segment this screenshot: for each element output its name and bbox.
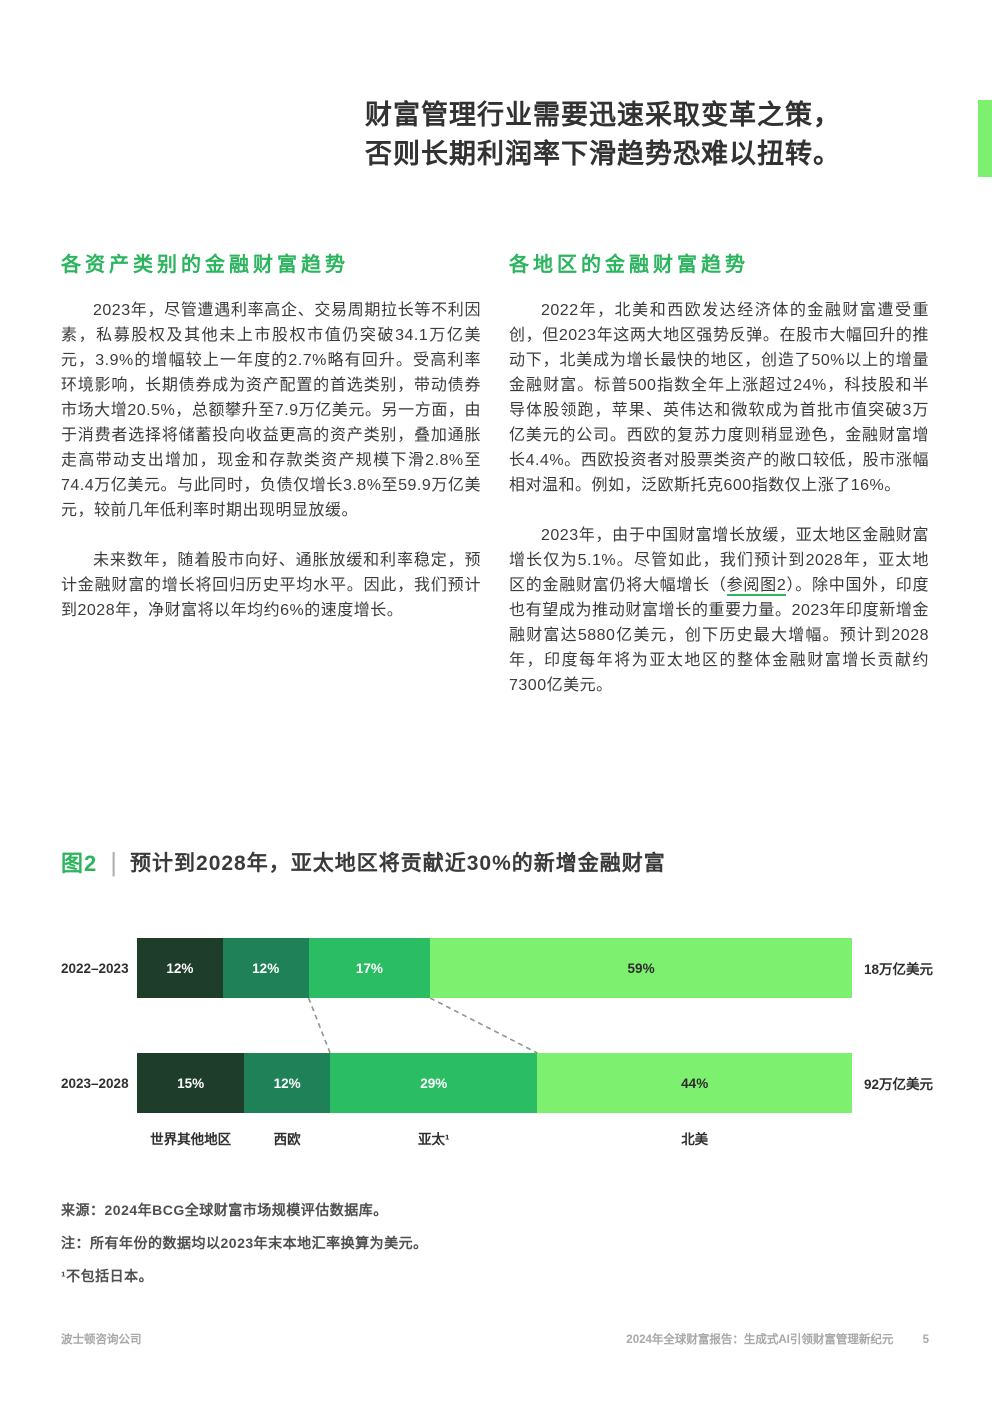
headline-line1: 财富管理行业需要迅速采取变革之策， — [365, 100, 841, 130]
connector-gap — [137, 997, 961, 1054]
source-note: 来源：2024年BCG全球财富市场规模评估数据库。 — [61, 1202, 388, 1218]
category-label: 北美 — [681, 1132, 709, 1147]
connector-lines — [307, 997, 538, 1054]
category-labels: 世界其他地区 西欧 亚太¹ 北美 — [61, 1128, 961, 1148]
footer-company: 波士顿咨询公司 — [61, 1334, 142, 1346]
bar-segment: 17% — [308, 938, 431, 998]
bar-total-label: 92万亿美元 — [864, 1077, 934, 1092]
paragraph-regions-1: 2022年，北美和西欧发达经济体的金融财富遭受重创，但2023年这两大地区强势反… — [509, 302, 929, 494]
paragraph-regions-2: 2023年，由于中国财富增长放缓，亚太地区金融财富增长仅为5.1%。尽管如此，我… — [509, 523, 929, 698]
chart-row-label: 2023–2028 — [61, 1075, 129, 1091]
stacked-bar: 15% 12% 29% 44% — [137, 1053, 852, 1113]
bar-segment: 12% — [137, 938, 223, 998]
chart-row-2023-2028: 2023–2028 15% 12% 29% 44% 92万亿美元 — [61, 1053, 961, 1113]
body-columns: 各资产类别的金融财富趋势 2023年，尽管遭遇利率高企、交易周期拉长等不利因素，… — [61, 248, 929, 723]
figure2-chart: 2022–2023 12% 12% 17% 59% 18万亿美元 2023–2028 15%… — [61, 938, 961, 1148]
section-heading-regions: 各地区的金融财富趋势 — [509, 254, 749, 276]
bar-total-label: 18万亿美元 — [864, 962, 934, 977]
figure-tag: 图2 — [61, 851, 98, 876]
category-label: 世界其他地区 — [150, 1132, 232, 1147]
figure2-link[interactable]: 参阅图2 — [726, 577, 787, 596]
bar-segment: 59% — [430, 938, 852, 998]
category-label: 亚太¹ — [417, 1132, 450, 1147]
column-region-trends: 各地区的金融财富趋势 2022年，北美和西欧发达经济体的金融财富遭受重创，但20… — [509, 248, 929, 723]
footer-page-number: 5 — [922, 1334, 929, 1346]
bar-segment: 12% — [222, 938, 309, 998]
figure-separator: | — [110, 846, 118, 877]
footer-report-title: 2024年全球财富报告：生成式AI引领财富管理新纪元 — [626, 1334, 894, 1346]
bar-segment: 12% — [244, 1053, 331, 1113]
section-heading-assets: 各资产类别的金融财富趋势 — [61, 254, 349, 276]
headline: 财富管理行业需要迅速采取变革之策， 否则长期利润率下滑趋势恐难以扭转。 — [365, 96, 841, 174]
footer: 波士顿咨询公司 2024年全球财富报告：生成式AI引领财富管理新纪元 5 — [61, 1331, 929, 1347]
bar-segment: 44% — [537, 1053, 852, 1113]
figure-title: 预计到2028年，亚太地区将贡献近30%的新增金融财富 — [130, 852, 666, 875]
paragraph-regions-2-after: ）。除中国外，印度也有望成为推动财富增长的重要力量。2023年印度新增金融财富达… — [509, 577, 929, 694]
bar-segment: 29% — [330, 1053, 538, 1113]
notes: 来源：2024年BCG全球财富市场规模评估数据库。 注：所有年份的数据均以202… — [61, 1200, 428, 1299]
category-label: 西欧 — [273, 1132, 301, 1147]
footer-right: 2024年全球财富报告：生成式AI引领财富管理新纪元 5 — [626, 1331, 929, 1347]
stacked-bar: 12% 12% 17% 59% — [137, 938, 852, 998]
chart-row-label: 2022–2023 — [61, 960, 129, 976]
headline-line2: 否则长期利润率下滑趋势恐难以扭转。 — [365, 139, 841, 169]
accent-bar — [978, 100, 992, 177]
paragraph-assets-1: 2023年，尽管遭遇利率高企、交易周期拉长等不利因素，私募股权及其他未上市股权市… — [61, 302, 481, 519]
footnote: ¹不包括日本。 — [61, 1268, 154, 1284]
bar-segment: 15% — [137, 1053, 245, 1113]
paragraph-assets-2: 未来数年，随着股市向好、通胀放缓和利率稳定，预计金融财富的增长将回归历史平均水平… — [61, 552, 481, 619]
chart-row-2022-2023: 2022–2023 12% 12% 17% 59% 18万亿美元 — [61, 938, 961, 998]
conversion-note: 注：所有年份的数据均以2023年末本地汇率换算为美元。 — [61, 1235, 428, 1251]
paragraph-regions-2-before: 2023年，由于中国财富增长放缓，亚太地区金融财富增长仅为5.1%。尽管如此，我… — [509, 527, 929, 594]
column-asset-trends: 各资产类别的金融财富趋势 2023年，尽管遭遇利率高企、交易周期拉长等不利因素，… — [61, 248, 481, 723]
figure-title-row: 图2 | 预计到2028年，亚太地区将贡献近30%的新增金融财富 — [61, 846, 666, 878]
